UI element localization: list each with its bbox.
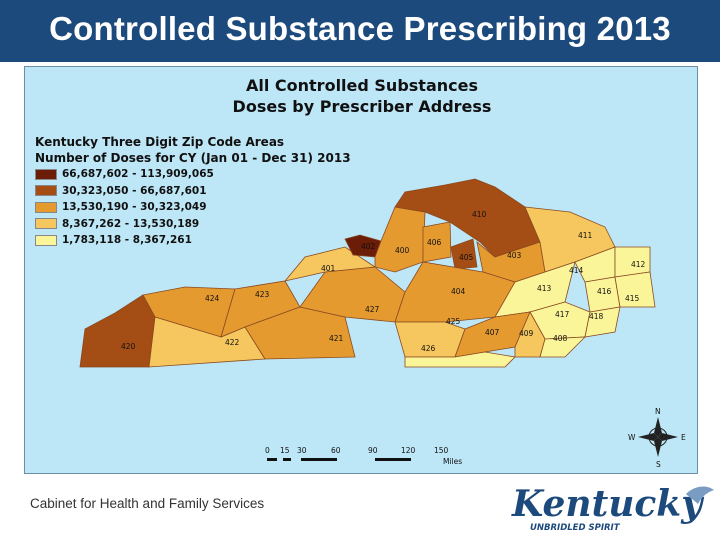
scale-tick: 150 [434,446,449,455]
map-frame: 402 400 406 410 405 403 411 401 414 412 … [24,66,698,474]
zip-label: 421 [329,334,344,343]
zip-label: 404 [451,287,466,296]
zip-label: 405 [459,253,474,262]
compass-w: W [628,433,636,442]
zip-label: 415 [625,294,640,303]
legend-swatch [35,201,57,213]
map-title-line-2: Doses by Prescriber Address [232,97,492,116]
zip-label: 407 [485,328,500,337]
compass-s: S [656,460,661,469]
compass-rose-icon: N W E S [628,407,686,469]
zip-area-401 [283,246,377,282]
map-title-line-1: All Controlled Substances [245,76,478,95]
zip-label: 410 [472,210,487,219]
zip-label: 401 [321,264,336,273]
zip-label: 418 [589,312,604,321]
zip-label: 417 [555,310,570,319]
scale-tick: 90 [368,446,378,455]
logo-tagline: UNBRIDLED SPIRIT [530,523,621,533]
zip-area-418 [584,306,621,338]
scale-tick: 15 [280,446,290,455]
legend-item: 30,323,050 - 66,687,601 [35,183,351,200]
legend-swatch [35,168,57,180]
zip-label: 424 [205,294,220,303]
zip-label: 416 [597,287,612,296]
zip-label: 426 [421,344,436,353]
legend-heading-2: Number of Doses for CY (Jan 01 - Dec 31)… [35,151,351,165]
zip-label: 409 [519,329,534,338]
zip-area-415 [614,271,656,308]
legend-swatch [35,234,57,246]
logo-wordmark: Kentucky [511,483,704,525]
zip-label: 406 [427,238,442,247]
legend-label: 66,687,602 - 113,909,065 [62,168,214,181]
scale-tick: 30 [297,446,307,455]
legend-heading-1: Kentucky Three Digit Zip Code Areas [35,135,285,149]
zip-label: 420 [121,342,136,351]
zip-area-400 [374,206,426,273]
zip-label: 402 [361,242,376,251]
zip-label: 427 [365,305,380,314]
legend-item: 1,783,118 - 8,367,261 [35,232,351,249]
zip-label: 412 [631,260,646,269]
legend-swatch [35,218,57,230]
legend-label: 30,323,050 - 66,687,601 [62,184,207,197]
compass-n: N [655,407,661,416]
legend-item: 13,530,190 - 30,323,049 [35,199,351,216]
legend-swatch [35,185,57,197]
zip-label: 425 [446,317,461,326]
legend-label: 8,367,262 - 13,530,189 [62,217,200,230]
zip-label: 413 [537,284,552,293]
map-title: All Controlled Substances Doses by Presc… [25,75,697,117]
legend-item: 8,367,262 - 13,530,189 [35,216,351,233]
kentucky-logo: Kentucky UNBRIDLED SPIRIT [511,483,714,533]
footer-agency: Cabinet for Health and Family Services [30,496,265,511]
zip-label: 411 [578,231,593,240]
scale-unit: Miles [443,457,462,466]
zip-area-409 [514,311,546,358]
zip-area-405 [450,238,478,270]
kentucky-map: 402 400 406 410 405 403 411 401 414 412 … [79,178,686,469]
zip-label: 414 [569,266,584,275]
legend-label: 1,783,118 - 8,367,261 [62,234,192,247]
zip-label: 422 [225,338,240,347]
zip-label: 403 [507,251,522,260]
scale-tick: 0 [265,446,270,455]
slide-title: Controlled Substance Prescribing 2013 [49,10,671,47]
map-legend: Kentucky Three Digit Zip Code Areas Numb… [35,134,351,249]
zip-area-408 [539,336,587,358]
zip-label: 408 [553,334,568,343]
legend-item: 66,687,602 - 113,909,065 [35,166,351,183]
scale-tick: 120 [401,446,416,455]
scale-bar: 0 15 30 60 90 120 150 Miles [265,446,462,466]
compass-e: E [681,433,686,442]
zip-area-404 [394,261,516,323]
zip-area-420 [79,294,156,368]
legend-label: 13,530,190 - 30,323,049 [62,201,207,214]
zip-area-426 [404,351,516,368]
zip-label: 400 [395,246,410,255]
title-bar: Controlled Substance Prescribing 2013 [0,0,720,62]
zip-area-406 [422,221,452,263]
zip-label: 423 [255,290,270,299]
scale-tick: 60 [331,446,341,455]
